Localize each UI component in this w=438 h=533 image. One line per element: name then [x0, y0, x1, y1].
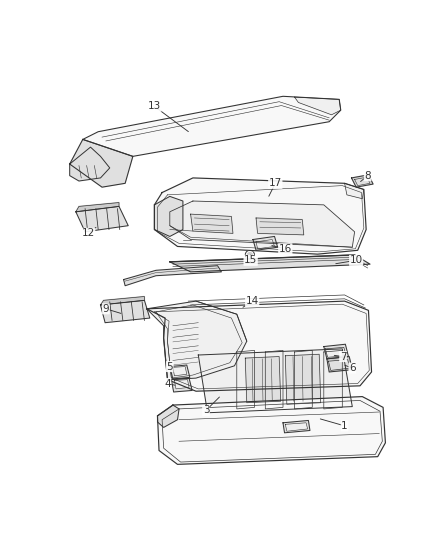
Text: 10: 10	[350, 255, 363, 265]
Text: 14: 14	[246, 296, 259, 306]
Polygon shape	[158, 397, 385, 464]
Text: 4: 4	[164, 378, 171, 389]
Polygon shape	[124, 265, 221, 286]
Polygon shape	[345, 183, 364, 199]
Polygon shape	[294, 97, 341, 115]
Polygon shape	[328, 360, 350, 370]
Polygon shape	[100, 301, 150, 322]
Polygon shape	[70, 147, 110, 181]
Polygon shape	[170, 255, 370, 272]
Polygon shape	[325, 348, 346, 357]
Text: 15: 15	[244, 255, 257, 265]
Text: 13: 13	[148, 101, 161, 111]
Polygon shape	[285, 354, 321, 405]
Polygon shape	[171, 378, 192, 392]
Text: 17: 17	[268, 179, 282, 188]
Polygon shape	[70, 140, 133, 187]
Polygon shape	[256, 239, 275, 249]
Polygon shape	[245, 357, 281, 403]
Text: 9: 9	[102, 304, 109, 314]
Polygon shape	[83, 96, 341, 156]
Polygon shape	[158, 405, 179, 427]
Text: 12: 12	[81, 228, 95, 238]
Text: 6: 6	[349, 363, 356, 373]
Polygon shape	[76, 206, 128, 232]
Polygon shape	[355, 177, 370, 185]
Polygon shape	[285, 423, 307, 431]
Polygon shape	[155, 196, 183, 237]
Polygon shape	[198, 349, 352, 413]
Polygon shape	[100, 296, 145, 305]
Polygon shape	[191, 214, 233, 233]
Text: 1: 1	[341, 421, 348, 431]
Text: 8: 8	[364, 171, 371, 181]
Text: 16: 16	[279, 244, 292, 254]
Polygon shape	[327, 357, 352, 372]
Polygon shape	[76, 203, 119, 212]
Text: 3: 3	[203, 406, 209, 415]
Text: 5: 5	[166, 361, 173, 372]
Circle shape	[247, 252, 253, 258]
Polygon shape	[155, 178, 366, 254]
Polygon shape	[352, 175, 373, 187]
Polygon shape	[173, 367, 187, 376]
Polygon shape	[253, 237, 278, 251]
Polygon shape	[324, 344, 349, 359]
Polygon shape	[147, 301, 371, 391]
Text: 7: 7	[340, 352, 346, 361]
Polygon shape	[283, 421, 310, 433]
Polygon shape	[174, 379, 189, 389]
Polygon shape	[147, 301, 247, 379]
Polygon shape	[170, 365, 190, 379]
Polygon shape	[256, 218, 304, 235]
Polygon shape	[170, 201, 355, 247]
